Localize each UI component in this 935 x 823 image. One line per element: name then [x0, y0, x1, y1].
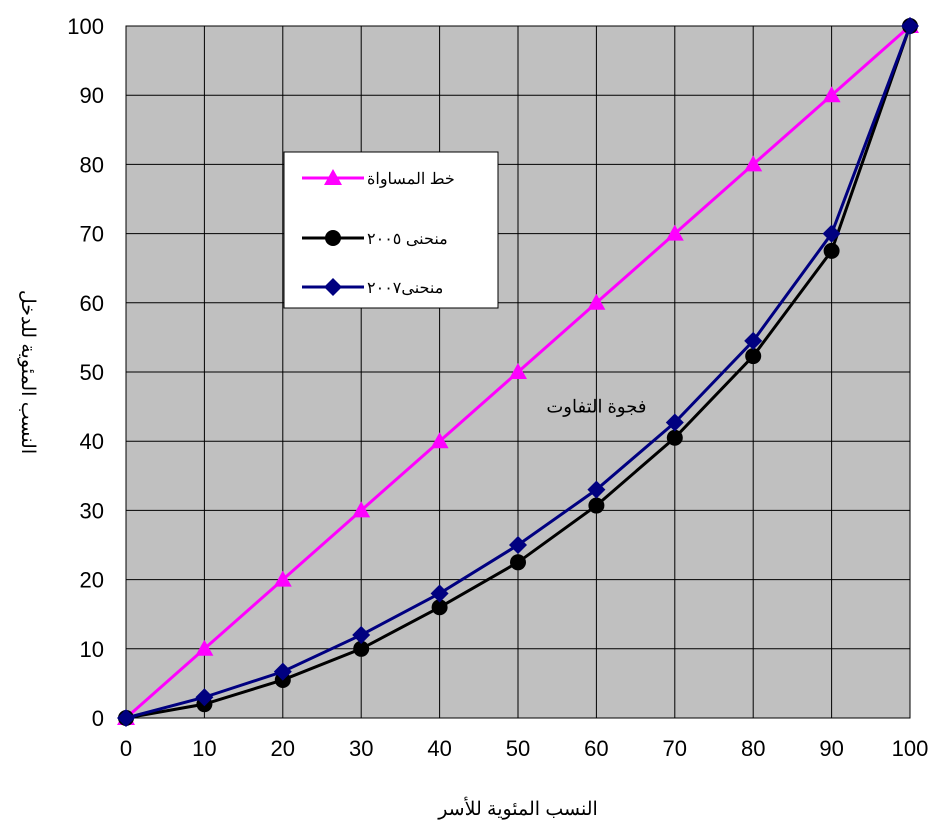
grid: [126, 26, 910, 718]
y-tick-labels: 0 10 20 30 40 50 60 70 80 90 100: [67, 14, 104, 731]
data-point: [901, 17, 919, 35]
data-point: [273, 570, 292, 587]
data-point: [510, 554, 526, 571]
data-point: [822, 224, 841, 243]
x-tick-label: 60: [584, 736, 608, 761]
x-tick-label: 70: [663, 736, 687, 761]
x-tick-label: 50: [506, 736, 530, 761]
data-point: [588, 497, 605, 514]
data-point: [745, 348, 762, 365]
legend-item-1: خط المساواة: [302, 169, 455, 188]
series-3: [117, 17, 919, 727]
annotation-gap: فجوة التفاوت: [546, 397, 646, 418]
data-point: [665, 224, 684, 241]
data-point: [195, 688, 214, 707]
y-tick-label: 50: [80, 360, 104, 385]
data-point: [509, 363, 527, 379]
data-point: [430, 432, 449, 449]
data-point: [666, 429, 683, 446]
x-tick-label: 0: [120, 736, 132, 761]
legend-item-3: منحنى٢٠٠٧: [302, 278, 443, 297]
data-point: [117, 709, 135, 727]
legend-label: منحنى٢٠٠٧: [367, 280, 443, 297]
x-tick-label: 80: [741, 736, 765, 761]
y-tick-label: 30: [80, 498, 104, 523]
legend-item-2: منحنى ٢٠٠٥: [302, 230, 448, 248]
y-axis-title: النسب المئوية للدخل: [17, 290, 38, 454]
data-point: [822, 86, 841, 103]
x-tick-label: 100: [892, 736, 929, 761]
legend-label: خط المساواة: [367, 171, 455, 188]
legend-marker: [324, 278, 342, 296]
data-point: [509, 536, 527, 554]
legend-marker: [325, 230, 341, 246]
y-tick-label: 0: [92, 706, 104, 731]
data-point: [273, 662, 292, 681]
y-tick-label: 90: [80, 83, 104, 108]
y-tick-label: 70: [80, 222, 104, 247]
data-point: [352, 501, 371, 518]
series-layer: [117, 17, 919, 727]
x-tick-labels: 0 10 20 30 40 50 60 70 80 90 100: [120, 736, 928, 761]
x-tick-label: 10: [192, 736, 216, 761]
data-point: [744, 155, 763, 172]
y-tick-label: 100: [67, 14, 104, 39]
x-tick-label: 20: [271, 736, 295, 761]
x-tick-label: 30: [349, 736, 373, 761]
data-point: [352, 625, 371, 644]
y-tick-label: 20: [80, 568, 104, 593]
x-tick-label: 40: [427, 736, 451, 761]
x-axis-title: النسب المئوية للأسر: [437, 796, 598, 820]
legend: خط المساواة منحنى ٢٠٠٥ منحنى٢٠٠٧: [283, 151, 499, 309]
legend-label: منحنى ٢٠٠٥: [367, 231, 448, 248]
data-point: [823, 242, 840, 259]
data-point: [587, 480, 606, 499]
data-point: [665, 413, 684, 432]
legend-marker: [324, 169, 342, 185]
data-point: [430, 584, 449, 603]
legend-items: خط المساواة منحنى ٢٠٠٥ منحنى٢٠٠٧: [302, 169, 455, 297]
data-point: [744, 331, 763, 350]
data-point: [195, 639, 214, 656]
x-tick-label: 90: [819, 736, 843, 761]
y-tick-label: 80: [80, 152, 104, 177]
data-point: [353, 640, 370, 657]
data-point: [431, 599, 448, 616]
y-tick-label: 60: [80, 291, 104, 316]
data-point: [587, 293, 606, 310]
y-tick-label: 40: [80, 429, 104, 454]
y-tick-label: 10: [80, 637, 104, 662]
